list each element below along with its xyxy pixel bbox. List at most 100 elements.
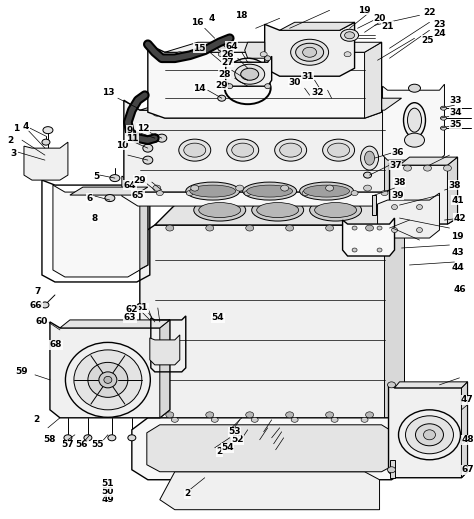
Text: 13: 13 <box>101 88 114 97</box>
Ellipse shape <box>105 195 115 201</box>
Ellipse shape <box>186 190 193 196</box>
Ellipse shape <box>206 225 214 231</box>
Ellipse shape <box>227 139 259 161</box>
Text: 38: 38 <box>448 181 461 189</box>
Text: 2: 2 <box>217 447 223 456</box>
Ellipse shape <box>157 134 167 142</box>
Polygon shape <box>160 320 170 418</box>
Ellipse shape <box>323 139 355 161</box>
Text: 16: 16 <box>191 18 204 27</box>
Polygon shape <box>155 205 404 225</box>
Polygon shape <box>53 185 140 277</box>
Ellipse shape <box>331 417 338 422</box>
Polygon shape <box>50 320 170 418</box>
Text: 22: 22 <box>423 8 436 17</box>
Text: 50: 50 <box>102 487 114 496</box>
Polygon shape <box>165 42 382 52</box>
Text: 18: 18 <box>236 11 248 20</box>
Text: 68: 68 <box>50 340 62 349</box>
Ellipse shape <box>341 29 358 42</box>
Ellipse shape <box>416 424 444 446</box>
Text: 61: 61 <box>136 304 148 312</box>
Text: 4: 4 <box>23 121 29 131</box>
Text: 64: 64 <box>226 42 238 51</box>
Polygon shape <box>447 157 457 224</box>
Ellipse shape <box>291 417 298 422</box>
Ellipse shape <box>232 143 254 157</box>
Ellipse shape <box>241 68 259 80</box>
Polygon shape <box>343 218 394 256</box>
Ellipse shape <box>191 110 199 116</box>
Text: 48: 48 <box>461 435 474 444</box>
Polygon shape <box>135 187 148 272</box>
Text: 42: 42 <box>453 213 466 223</box>
Polygon shape <box>264 22 355 76</box>
Ellipse shape <box>166 412 174 418</box>
Ellipse shape <box>257 202 299 217</box>
Ellipse shape <box>326 225 334 231</box>
Text: 63: 63 <box>124 313 136 322</box>
Text: 43: 43 <box>451 248 464 256</box>
Text: 20: 20 <box>374 14 386 23</box>
Text: 67: 67 <box>461 465 474 474</box>
Text: 60: 60 <box>36 318 48 326</box>
Ellipse shape <box>179 139 211 161</box>
Text: 29: 29 <box>134 175 146 185</box>
Ellipse shape <box>227 84 233 89</box>
Text: 47: 47 <box>461 395 474 404</box>
Ellipse shape <box>199 202 241 217</box>
Text: 2: 2 <box>33 415 39 425</box>
Text: 37: 37 <box>389 160 402 170</box>
Polygon shape <box>160 472 380 510</box>
Text: 46: 46 <box>453 285 466 294</box>
Text: 26: 26 <box>221 50 234 59</box>
Polygon shape <box>400 157 457 165</box>
Text: 38: 38 <box>393 177 406 187</box>
Ellipse shape <box>236 110 244 116</box>
Polygon shape <box>124 98 401 192</box>
Ellipse shape <box>361 417 368 422</box>
Ellipse shape <box>211 417 218 422</box>
Ellipse shape <box>218 45 226 51</box>
Polygon shape <box>280 22 355 30</box>
Ellipse shape <box>243 182 297 200</box>
Text: 8: 8 <box>92 213 98 223</box>
Ellipse shape <box>310 199 362 221</box>
Ellipse shape <box>99 372 117 388</box>
Ellipse shape <box>365 412 374 418</box>
Ellipse shape <box>190 185 236 197</box>
Ellipse shape <box>218 52 225 57</box>
Polygon shape <box>462 382 467 477</box>
Text: 6: 6 <box>87 194 93 202</box>
Ellipse shape <box>440 126 447 130</box>
Ellipse shape <box>302 190 309 196</box>
Polygon shape <box>390 157 457 224</box>
Ellipse shape <box>264 84 271 89</box>
Ellipse shape <box>110 174 120 182</box>
Ellipse shape <box>392 204 398 210</box>
Ellipse shape <box>409 84 420 92</box>
Text: 19: 19 <box>451 231 464 240</box>
Ellipse shape <box>240 66 255 78</box>
Ellipse shape <box>388 467 395 473</box>
Text: 9: 9 <box>127 126 133 134</box>
Ellipse shape <box>417 204 422 210</box>
Ellipse shape <box>388 382 395 388</box>
Ellipse shape <box>345 32 355 39</box>
Ellipse shape <box>344 52 351 57</box>
Polygon shape <box>378 193 439 238</box>
Text: 19: 19 <box>358 6 371 15</box>
Polygon shape <box>140 225 400 420</box>
Ellipse shape <box>281 185 289 191</box>
Ellipse shape <box>128 435 136 441</box>
Ellipse shape <box>315 202 356 217</box>
Polygon shape <box>122 174 408 206</box>
Ellipse shape <box>206 412 214 418</box>
Ellipse shape <box>184 143 206 157</box>
Text: 15: 15 <box>193 44 206 53</box>
Ellipse shape <box>444 165 451 171</box>
Ellipse shape <box>364 110 372 116</box>
Ellipse shape <box>274 139 307 161</box>
Polygon shape <box>372 195 375 215</box>
Polygon shape <box>150 335 180 365</box>
